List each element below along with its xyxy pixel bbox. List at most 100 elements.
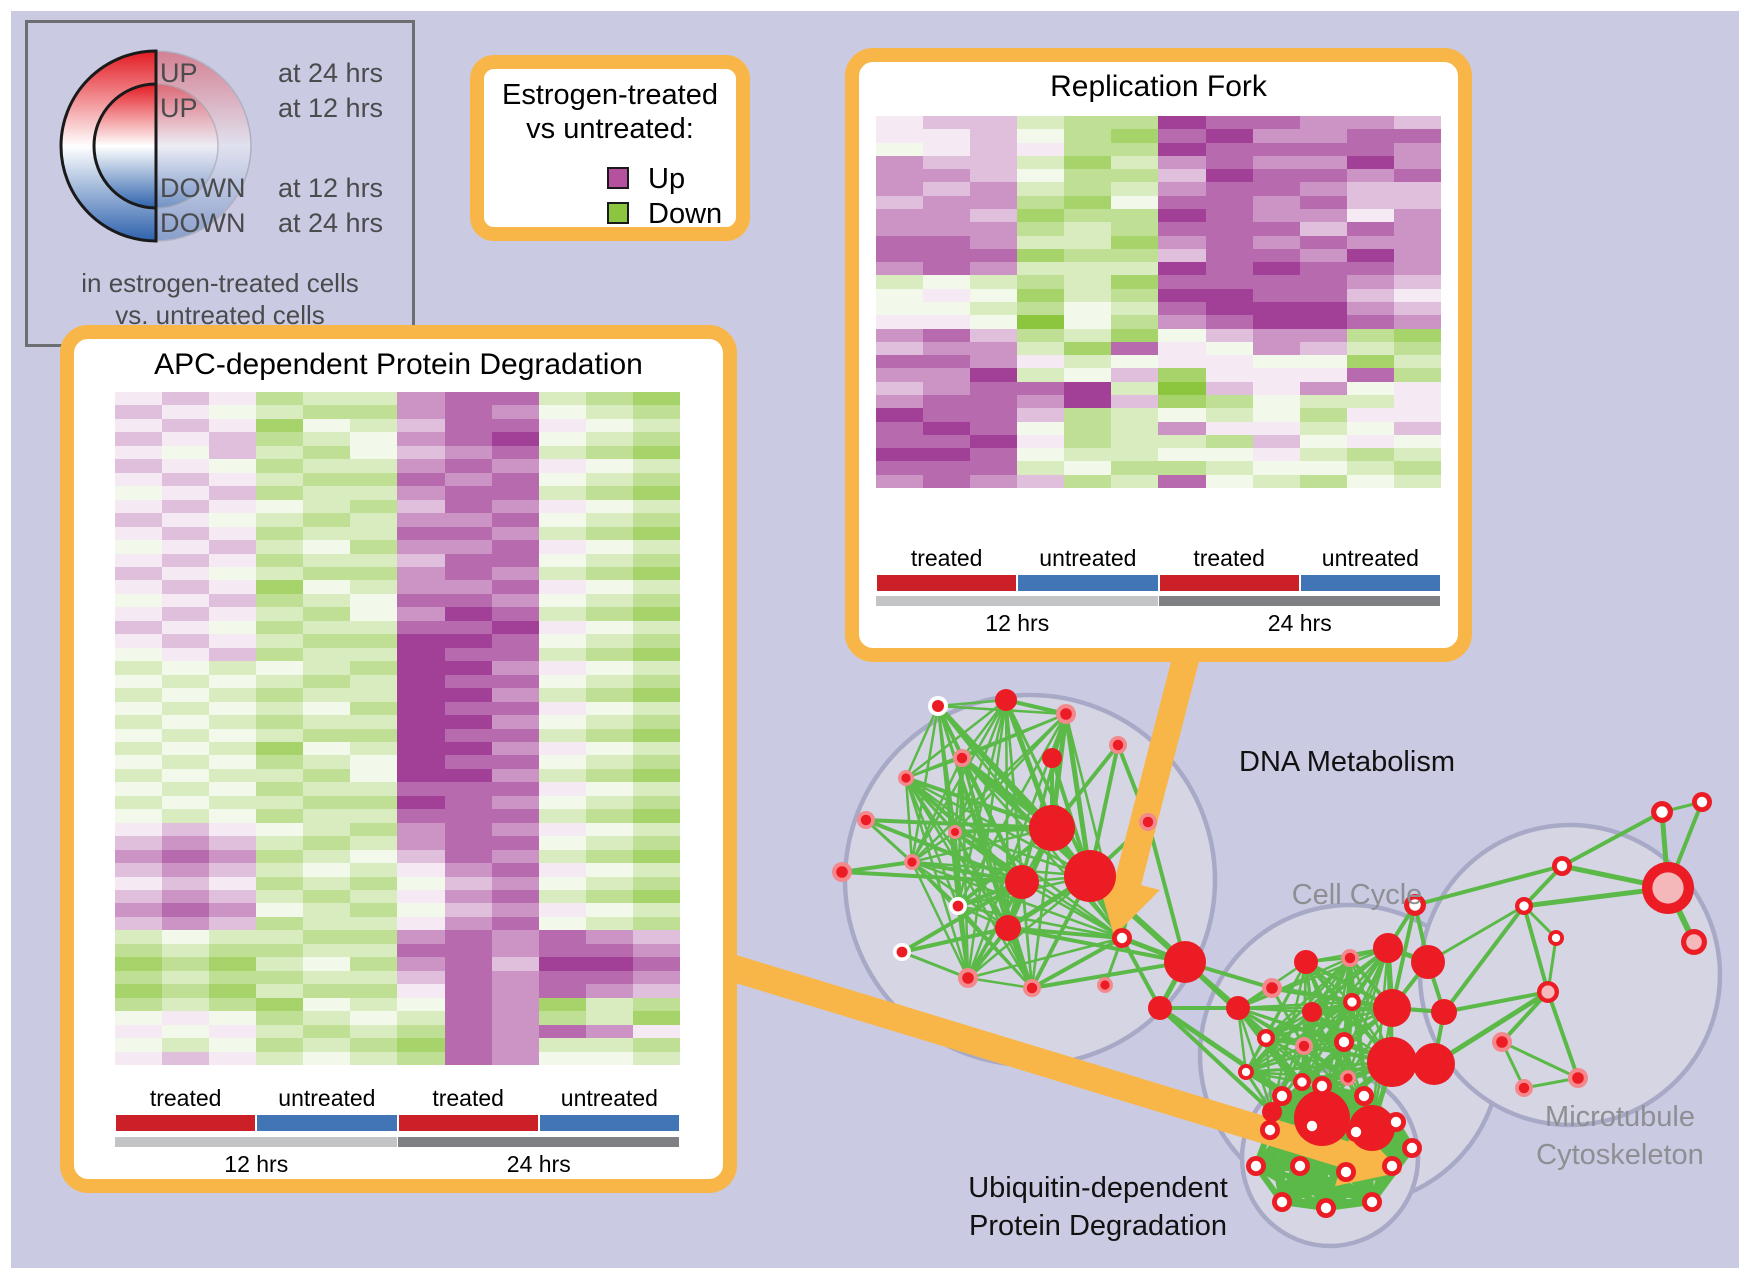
heatmap-cell <box>162 540 210 554</box>
heatmap-cell <box>350 849 398 864</box>
network-node-core <box>1026 982 1038 994</box>
connector-arrow-shaft-2 <box>722 953 1353 1169</box>
heatmap-cell <box>256 809 304 823</box>
heatmap-cell <box>162 822 210 837</box>
network-edge <box>1500 990 1550 1044</box>
heatmap-cell <box>1158 315 1206 329</box>
heatmap-cell <box>209 715 257 729</box>
condition-bar <box>877 575 1017 591</box>
heatmap-cell <box>444 392 492 406</box>
heatmap-cell <box>585 432 633 446</box>
heatmap-cell <box>1393 341 1441 356</box>
heatmap-cell <box>444 755 492 769</box>
heatmap-cell <box>350 863 398 877</box>
heatmap-cell <box>303 822 351 837</box>
heatmap-cell <box>397 661 445 675</box>
heatmap-cell <box>115 499 163 514</box>
heatmap-cell <box>585 741 633 756</box>
heatmap-cell <box>1205 288 1253 302</box>
group-color-bars <box>115 1115 680 1131</box>
heatmap-cell <box>923 408 971 422</box>
heatmap-cell <box>444 916 492 931</box>
heatmap-cell <box>632 553 680 567</box>
heatmap-cell <box>1111 434 1159 449</box>
heatmap-cell <box>632 674 680 689</box>
heatmap-cell <box>1064 288 1112 302</box>
heatmap-cell <box>970 328 1018 342</box>
heatmap-cell <box>876 235 924 249</box>
heatmap-cell <box>923 315 971 329</box>
heatmap-cell <box>538 997 586 1012</box>
heatmap-cell <box>256 836 304 850</box>
heatmap-cell <box>397 486 445 500</box>
heatmap-cell <box>162 688 210 702</box>
heatmap-cell <box>1346 394 1394 409</box>
heatmap-cell <box>397 822 445 837</box>
network-edge <box>1270 986 1306 1048</box>
heatmap-cell <box>876 355 924 369</box>
heatmap-cell <box>1158 341 1206 356</box>
heatmap-cell <box>350 593 398 608</box>
network-edge <box>1236 1006 1274 1114</box>
heatmap-cell <box>585 903 633 917</box>
heatmap-cell <box>1158 275 1206 289</box>
heatmap-cell <box>1252 288 1300 302</box>
heatmap-cell <box>1205 474 1253 488</box>
heatmap-cell <box>632 566 680 581</box>
heatmap-cell <box>115 634 163 648</box>
network-edge <box>966 976 1034 990</box>
heatmap-cell <box>115 849 163 864</box>
heatmap-cell <box>350 701 398 716</box>
heatmap-cell <box>397 688 445 702</box>
heatmap-cell <box>115 688 163 702</box>
heatmap-cell <box>1252 408 1300 422</box>
heatmap-cell <box>491 741 539 756</box>
heatmap-cell <box>632 741 680 756</box>
network-node <box>1367 1037 1417 1087</box>
heatmap-cell <box>538 930 586 944</box>
heatmap-cell <box>632 459 680 473</box>
heatmap-cell <box>162 1051 210 1065</box>
heatmap-cell <box>1299 474 1347 488</box>
heatmap-cell <box>1064 208 1112 223</box>
heatmap-cell <box>632 970 680 985</box>
heatmap-cell <box>256 405 304 419</box>
heatmap-cell <box>397 943 445 958</box>
heatmap-cell <box>444 566 492 581</box>
heatmap-cell <box>1393 434 1441 449</box>
heatmap-cell <box>162 1038 210 1052</box>
heatmap-cell <box>970 142 1018 156</box>
heatmap-cell <box>115 741 163 756</box>
apc-heatmap <box>115 392 680 1065</box>
heatmap-cell <box>876 368 924 382</box>
heatmap-cell <box>209 1038 257 1052</box>
heatmap-cell <box>491 607 539 621</box>
heatmap-cell <box>1346 235 1394 249</box>
heatmap-cell <box>115 593 163 608</box>
heatmap-cell <box>1017 129 1065 143</box>
heatmap-cell <box>350 486 398 500</box>
network-node-core <box>1060 708 1072 720</box>
down-label: Down <box>648 198 723 230</box>
heatmap-cell <box>538 809 586 823</box>
heatmap-cell <box>256 688 304 702</box>
heatmap-cell <box>256 499 304 514</box>
heatmap-cell <box>1346 301 1394 316</box>
heatmap-cell <box>444 1038 492 1052</box>
network-node-core <box>1241 1067 1251 1077</box>
heatmap-cell <box>303 1011 351 1025</box>
heatmap-cell <box>256 957 304 971</box>
heatmap-cell <box>1017 195 1065 209</box>
network-edge <box>904 776 1054 830</box>
heatmap-cell <box>115 418 163 433</box>
heatmap-cell <box>1158 368 1206 382</box>
up-color-swatch <box>607 167 629 189</box>
heatmap-cell <box>209 795 257 810</box>
heatmap-cell <box>397 957 445 971</box>
heatmap-cell <box>209 580 257 594</box>
heatmap-cell <box>538 620 586 635</box>
heatmap-cell <box>876 421 924 435</box>
time-label: 12 hrs <box>985 610 1050 636</box>
heatmap-cell <box>115 715 163 729</box>
heatmap-cell <box>1017 315 1065 329</box>
